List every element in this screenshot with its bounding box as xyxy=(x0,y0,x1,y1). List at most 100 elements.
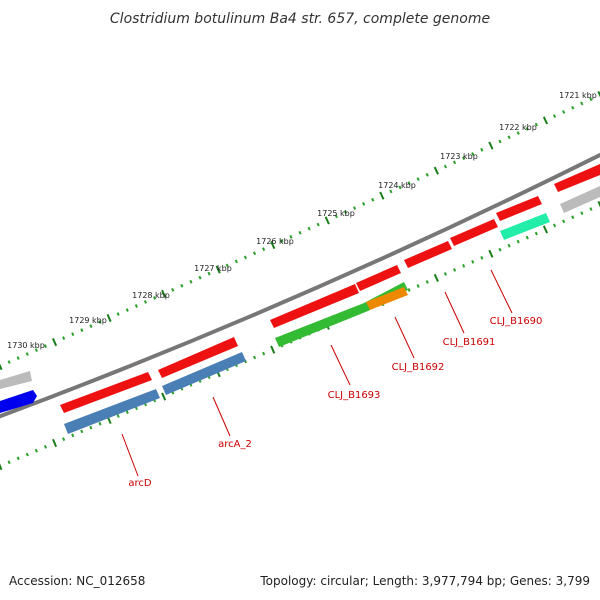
CLJ_B1693-leader xyxy=(330,344,351,386)
scale-tick-minor xyxy=(25,452,29,457)
scale-tick-minor xyxy=(243,255,248,260)
scale-tick-major xyxy=(106,313,112,323)
teal-feature[interactable] xyxy=(500,213,550,240)
scale-tick-minor xyxy=(471,259,475,264)
scale-tick-minor xyxy=(516,239,520,244)
scale-tick-minor xyxy=(280,239,284,243)
scale-tick-minor xyxy=(416,177,420,181)
scale-tick-minor xyxy=(262,351,266,356)
scale-tick-major xyxy=(542,225,549,234)
scale-tick-minor xyxy=(71,433,75,438)
blue-feature-left[interactable] xyxy=(0,390,37,413)
scale-tick-major xyxy=(52,438,58,448)
scale-tick-major xyxy=(542,116,549,125)
scale-tick-minor xyxy=(125,410,129,415)
map-title: Clostridium botulinum Ba4 str. 657, comp… xyxy=(110,11,490,27)
scale-label: 1727 kbp xyxy=(194,264,232,273)
scale-tick-major xyxy=(597,90,600,98)
accession-text: Accession: NC_012658 xyxy=(9,574,146,588)
scale-tick-minor xyxy=(62,437,66,442)
arcA2-leader xyxy=(212,396,231,437)
scale-tick-minor xyxy=(252,251,257,256)
cds-arrow-7[interactable] xyxy=(554,164,600,192)
scale-tick-minor xyxy=(189,279,193,284)
scale-tick-minor xyxy=(534,122,538,127)
cds-arrow-0[interactable] xyxy=(60,372,152,413)
scale-tick-major xyxy=(51,337,58,347)
scale-tick-major xyxy=(488,249,494,258)
scale-tick-minor xyxy=(134,304,138,308)
gene-label-arcA_2[interactable]: arcA_2 xyxy=(218,439,252,450)
scale-tick-minor xyxy=(125,308,129,312)
scale-tick-minor xyxy=(98,421,102,426)
scale-tick-minor xyxy=(371,197,375,202)
scale-tick-minor xyxy=(62,336,66,340)
scale-tick-minor xyxy=(207,271,211,276)
gene-label-arcD[interactable]: arcD xyxy=(128,478,152,489)
scale-tick-major xyxy=(433,273,439,283)
scale-tick-minor xyxy=(425,172,429,177)
scale-tick-minor xyxy=(43,444,48,449)
scale-tick-major xyxy=(215,265,221,274)
scale-tick-minor xyxy=(171,287,175,292)
scale-tick-minor xyxy=(589,207,593,211)
scale-tick-minor xyxy=(580,211,584,216)
scale-tick-minor xyxy=(116,414,120,418)
green-feature[interactable] xyxy=(275,282,408,347)
blast-hit-1[interactable] xyxy=(162,352,246,395)
scale-label: 1726 kbp xyxy=(256,237,294,246)
scale-tick-minor xyxy=(7,360,11,364)
scale-tick-minor xyxy=(307,226,311,231)
scale-tick-major xyxy=(324,216,330,225)
scale-tick-minor xyxy=(525,126,529,131)
gene-label-CLJ_B1693[interactable]: CLJ_B1693 xyxy=(328,390,381,401)
scale-tick-minor xyxy=(298,230,302,235)
cds-arrow-2[interactable] xyxy=(270,284,359,328)
grey-feature-right[interactable] xyxy=(560,186,600,213)
CLJ_B1692-leader xyxy=(394,316,415,359)
scale-tick-minor xyxy=(80,429,84,434)
scale-tick-minor xyxy=(34,348,38,352)
gene-label-CLJ_B1692[interactable]: CLJ_B1692 xyxy=(392,362,445,373)
genome-summary-text: Topology: circular; Length: 3,977,794 bp… xyxy=(260,574,590,588)
cds-arrow-6[interactable] xyxy=(496,196,542,221)
scale-tick-minor xyxy=(98,320,102,324)
scale-tick-minor xyxy=(552,223,557,228)
outer-scale: 1721 kbp 1722 kbp 1723 kbp 1724 kbp 1725 kbp… xyxy=(0,90,600,371)
scale-label: 1725 kbp xyxy=(317,209,355,218)
scale-tick-major xyxy=(161,392,167,401)
scale-tick-minor xyxy=(452,268,457,272)
scale-tick-minor xyxy=(507,243,511,248)
scale-tick-minor xyxy=(498,247,502,252)
cds-arrow-3[interactable] xyxy=(356,265,401,291)
scale-tick-minor xyxy=(16,456,20,461)
scale-tick-minor xyxy=(34,448,38,453)
gene-label-CLJ_B1690[interactable]: CLJ_B1690 xyxy=(490,316,543,327)
scale-label: 1730 kbp xyxy=(7,341,45,350)
scale-label: 1722 kbp xyxy=(499,123,537,132)
scale-tick-major xyxy=(379,191,385,200)
scale-tick-minor xyxy=(252,355,257,360)
grey-feature-left[interactable] xyxy=(0,371,32,389)
orange-feature[interactable] xyxy=(366,287,408,310)
scale-tick-minor xyxy=(552,114,557,119)
scale-tick-minor xyxy=(498,139,502,144)
scale-tick-major xyxy=(161,289,167,298)
gene-label-CLJ_B1691[interactable]: CLJ_B1691 xyxy=(443,337,496,348)
scale-tick-minor xyxy=(43,344,48,348)
cds-arrow-5[interactable] xyxy=(450,219,498,246)
scale-tick-minor xyxy=(462,156,466,161)
scale-tick-minor xyxy=(462,264,466,268)
blast-hit-0[interactable] xyxy=(64,389,160,434)
scale-tick-major xyxy=(488,141,494,150)
cds-arrow-1[interactable] xyxy=(158,337,238,378)
scale-tick-minor xyxy=(198,275,202,280)
arcD-leader xyxy=(121,433,139,477)
CLJ_B1690-leader xyxy=(490,269,513,314)
scale-tick-minor xyxy=(343,210,348,215)
scale-label: 1724 kbp xyxy=(378,181,416,190)
cds-arrow-4[interactable] xyxy=(404,241,452,268)
scale-tick-minor xyxy=(234,259,238,264)
scale-tick-minor xyxy=(407,288,411,292)
